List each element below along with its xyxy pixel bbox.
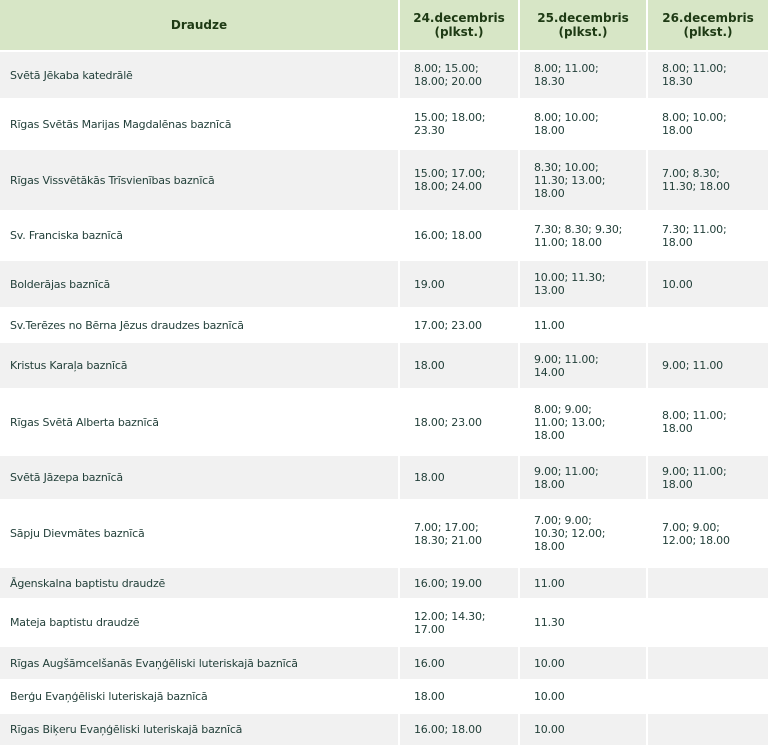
- time-26-dec-cell: 9.00; 11.00; 18.00: [648, 456, 768, 499]
- time-26-dec-cell: [648, 600, 768, 645]
- church-name-cell: Āgenskalna baptistu draudzē: [0, 568, 398, 598]
- church-name-cell: Rīgas Vissvētākās Trīsvienības baznīcā: [0, 150, 398, 210]
- time-24-dec-cell: 18.00: [400, 456, 518, 499]
- time-26-dec-cell: 8.00; 11.00; 18.00: [648, 390, 768, 454]
- table-row: Rīgas Svētās Marijas Magdalēnas baznīcā 1…: [0, 100, 768, 148]
- time-24-dec-cell: 15.00; 17.00; 18.00; 24.00: [400, 150, 518, 210]
- time-24-dec-cell: 16.00: [400, 647, 518, 679]
- time-26-dec-cell: [648, 681, 768, 712]
- table-row: Rīgas Augšāmcelšanās Evaņģēliski luteris…: [0, 647, 768, 679]
- time-26-dec-cell: [648, 568, 768, 598]
- time-26-dec-cell: 7.00; 9.00; 12.00; 18.00: [648, 501, 768, 566]
- time-25-dec-cell: 8.00; 9.00; 11.00; 13.00; 18.00: [520, 390, 646, 454]
- table-row: Sv.Terēzes no Bērna Jēzus draudzes baznī…: [0, 309, 768, 341]
- table-row: Berģu Evaņģēliski luteriskajā baznīcā 18.…: [0, 681, 768, 712]
- church-name-cell: Sv.Terēzes no Bērna Jēzus draudzes baznī…: [0, 309, 398, 341]
- time-24-dec-cell: 15.00; 18.00; 23.30: [400, 100, 518, 148]
- time-26-dec-cell: [648, 647, 768, 679]
- time-25-dec-cell: 11.00: [520, 568, 646, 598]
- time-25-dec-cell: 8.30; 10.00; 11.30; 13.00; 18.00: [520, 150, 646, 210]
- time-24-dec-cell: 12.00; 14.30; 17.00: [400, 600, 518, 645]
- time-25-dec-cell: 8.00; 10.00; 18.00: [520, 100, 646, 148]
- header-26-dec: 26.decembris (plkst.): [648, 0, 768, 50]
- church-name-cell: Rīgas Augšāmcelšanās Evaņģēliski luteris…: [0, 647, 398, 679]
- time-25-dec-cell: 7.30; 8.30; 9.30; 11.00; 18.00: [520, 212, 646, 259]
- time-24-dec-cell: 16.00; 19.00: [400, 568, 518, 598]
- church-name-cell: Sāpju Dievmātes baznīcā: [0, 501, 398, 566]
- church-name-cell: Svētā Jēkaba katedrālē: [0, 52, 398, 98]
- time-26-dec-cell: 10.00: [648, 261, 768, 307]
- time-26-dec-cell: [648, 309, 768, 341]
- time-25-dec-cell: 10.00: [520, 714, 646, 745]
- time-25-dec-cell: 10.00: [520, 647, 646, 679]
- church-name-cell: Mateja baptistu draudzē: [0, 600, 398, 645]
- table-row: Bolderājas baznīcā 19.00 10.00; 11.30; 13.…: [0, 261, 768, 307]
- time-25-dec-cell: 10.00; 11.30; 13.00: [520, 261, 646, 307]
- church-name-cell: Svētā Jāzepa baznīcā: [0, 456, 398, 499]
- time-25-dec-cell: 11.30: [520, 600, 646, 645]
- time-24-dec-cell: 19.00: [400, 261, 518, 307]
- time-24-dec-cell: 17.00; 23.00: [400, 309, 518, 341]
- time-24-dec-cell: 16.00; 18.00: [400, 212, 518, 259]
- header-25-dec: 25.decembris (plkst.): [520, 0, 646, 50]
- header-row: Draudze 24.decembris (plkst.) 25.decembr…: [0, 0, 768, 50]
- time-26-dec-cell: 7.30; 11.00; 18.00: [648, 212, 768, 259]
- time-25-dec-cell: 9.00; 11.00; 18.00: [520, 456, 646, 499]
- time-25-dec-cell: 10.00: [520, 681, 646, 712]
- time-26-dec-cell: 7.00; 8.30; 11.30; 18.00: [648, 150, 768, 210]
- time-25-dec-cell: 9.00; 11.00; 14.00: [520, 343, 646, 388]
- time-24-dec-cell: 7.00; 17.00; 18.30; 21.00: [400, 501, 518, 566]
- table-row: Āgenskalna baptistu draudzē 16.00; 19.00 1…: [0, 568, 768, 598]
- time-24-dec-cell: 18.00: [400, 681, 518, 712]
- table-row: Sāpju Dievmātes baznīcā 7.00; 17.00; 18.3…: [0, 501, 768, 566]
- church-name-cell: Rīgas Svētā Alberta baznīcā: [0, 390, 398, 454]
- table-row: Sv. Franciska baznīcā 16.00; 18.00 7.30; 8…: [0, 212, 768, 259]
- church-name-cell: Sv. Franciska baznīcā: [0, 212, 398, 259]
- table-row: Mateja baptistu draudzē 12.00; 14.30; 17.…: [0, 600, 768, 645]
- header-24-dec: 24.decembris (plkst.): [400, 0, 518, 50]
- header-draudze: Draudze: [0, 0, 398, 50]
- church-name-cell: Rīgas Svētās Marijas Magdalēnas baznīcā: [0, 100, 398, 148]
- time-26-dec-cell: [648, 714, 768, 745]
- table-row: Svētā Jēkaba katedrālē 8.00; 15.00; 18.00…: [0, 52, 768, 98]
- table-row: Kristus Karaļa baznīcā 18.00 9.00; 11.00; …: [0, 343, 768, 388]
- table-row: Rīgas Svētā Alberta baznīcā 18.00; 23.00 8…: [0, 390, 768, 454]
- time-26-dec-cell: 8.00; 11.00; 18.30: [648, 52, 768, 98]
- time-26-dec-cell: 9.00; 11.00: [648, 343, 768, 388]
- time-25-dec-cell: 7.00; 9.00; 10.30; 12.00; 18.00: [520, 501, 646, 566]
- table-row: Svētā Jāzepa baznīcā 18.00 9.00; 11.00; 18…: [0, 456, 768, 499]
- table-row: Rīgas Biķeru Evaņģēliski luteriskajā baz…: [0, 714, 768, 745]
- time-24-dec-cell: 16.00; 18.00: [400, 714, 518, 745]
- time-24-dec-cell: 8.00; 15.00; 18.00; 20.00: [400, 52, 518, 98]
- time-26-dec-cell: 8.00; 10.00; 18.00: [648, 100, 768, 148]
- time-24-dec-cell: 18.00; 23.00: [400, 390, 518, 454]
- church-name-cell: Berģu Evaņģēliski luteriskajā baznīcā: [0, 681, 398, 712]
- church-name-cell: Kristus Karaļa baznīcā: [0, 343, 398, 388]
- church-name-cell: Bolderājas baznīcā: [0, 261, 398, 307]
- church-name-cell: Rīgas Biķeru Evaņģēliski luteriskajā baz…: [0, 714, 398, 745]
- time-25-dec-cell: 8.00; 11.00; 18.30: [520, 52, 646, 98]
- time-24-dec-cell: 18.00: [400, 343, 518, 388]
- table-row: Rīgas Vissvētākās Trīsvienības baznīcā 15…: [0, 150, 768, 210]
- time-25-dec-cell: 11.00: [520, 309, 646, 341]
